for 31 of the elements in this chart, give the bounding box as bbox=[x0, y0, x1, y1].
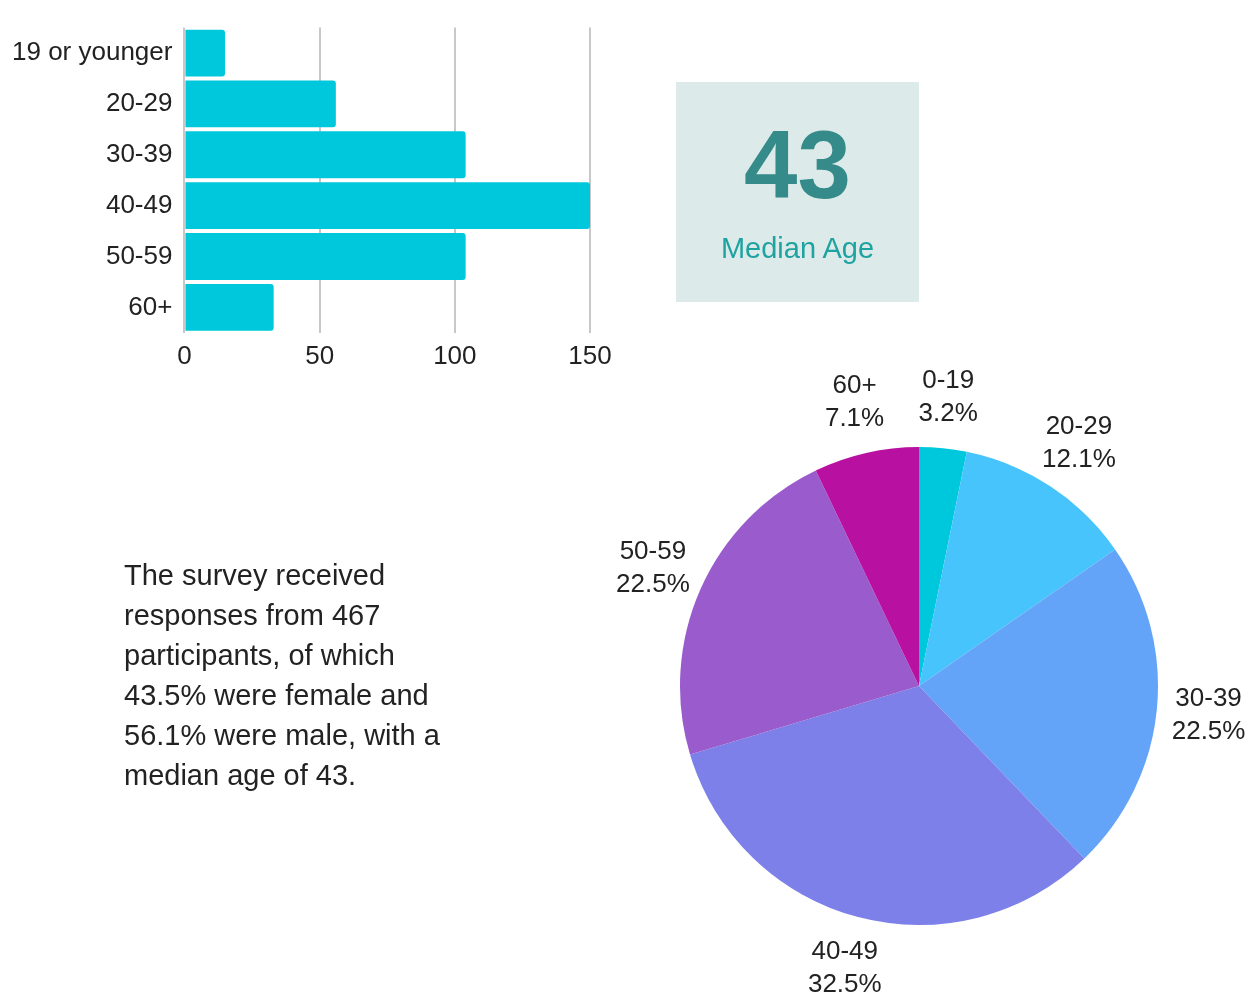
x-tick-label: 100 bbox=[433, 339, 477, 370]
y-tick-label: 50-59 bbox=[105, 239, 173, 270]
bar bbox=[185, 80, 336, 128]
text: Median Age bbox=[719, 232, 876, 265]
slice-label: 50-59 bbox=[619, 535, 687, 566]
text: The survey received responses from 467 participants, of which 43.5% were female and 56.1% were male, with a median age of 43. bbox=[124, 558, 441, 793]
x-tick-label: 0 bbox=[177, 339, 192, 370]
data-label: 12.1% bbox=[1042, 443, 1116, 474]
data-label: 22.5% bbox=[616, 568, 690, 599]
data-label: 7.1% bbox=[824, 402, 885, 433]
x-tick-label: 150 bbox=[568, 339, 612, 370]
y-tick-label: 20-29 bbox=[105, 87, 173, 118]
x-tick-label: 50 bbox=[305, 339, 335, 370]
data-label: 22.5% bbox=[1171, 714, 1246, 745]
bar bbox=[185, 131, 466, 179]
slice-label: 20-29 bbox=[1045, 410, 1113, 441]
slice-label: 40-49 bbox=[811, 934, 879, 965]
bar bbox=[185, 29, 225, 77]
y-tick-label: 19 or younger bbox=[11, 36, 173, 67]
data-label: 32.5% bbox=[807, 967, 882, 995]
bar bbox=[185, 283, 274, 331]
text: 43 bbox=[743, 110, 852, 220]
slice-label: 30-39 bbox=[1175, 681, 1242, 712]
bar bbox=[185, 233, 466, 280]
y-tick-label: 40-49 bbox=[105, 188, 173, 219]
slice-label: 60+ bbox=[832, 369, 877, 400]
y-tick-label: 30-39 bbox=[105, 137, 173, 168]
slice-label: 0-19 bbox=[922, 363, 975, 394]
y-tick-label: 60+ bbox=[128, 290, 173, 321]
bar bbox=[185, 182, 590, 230]
data-label: 3.2% bbox=[918, 396, 978, 427]
